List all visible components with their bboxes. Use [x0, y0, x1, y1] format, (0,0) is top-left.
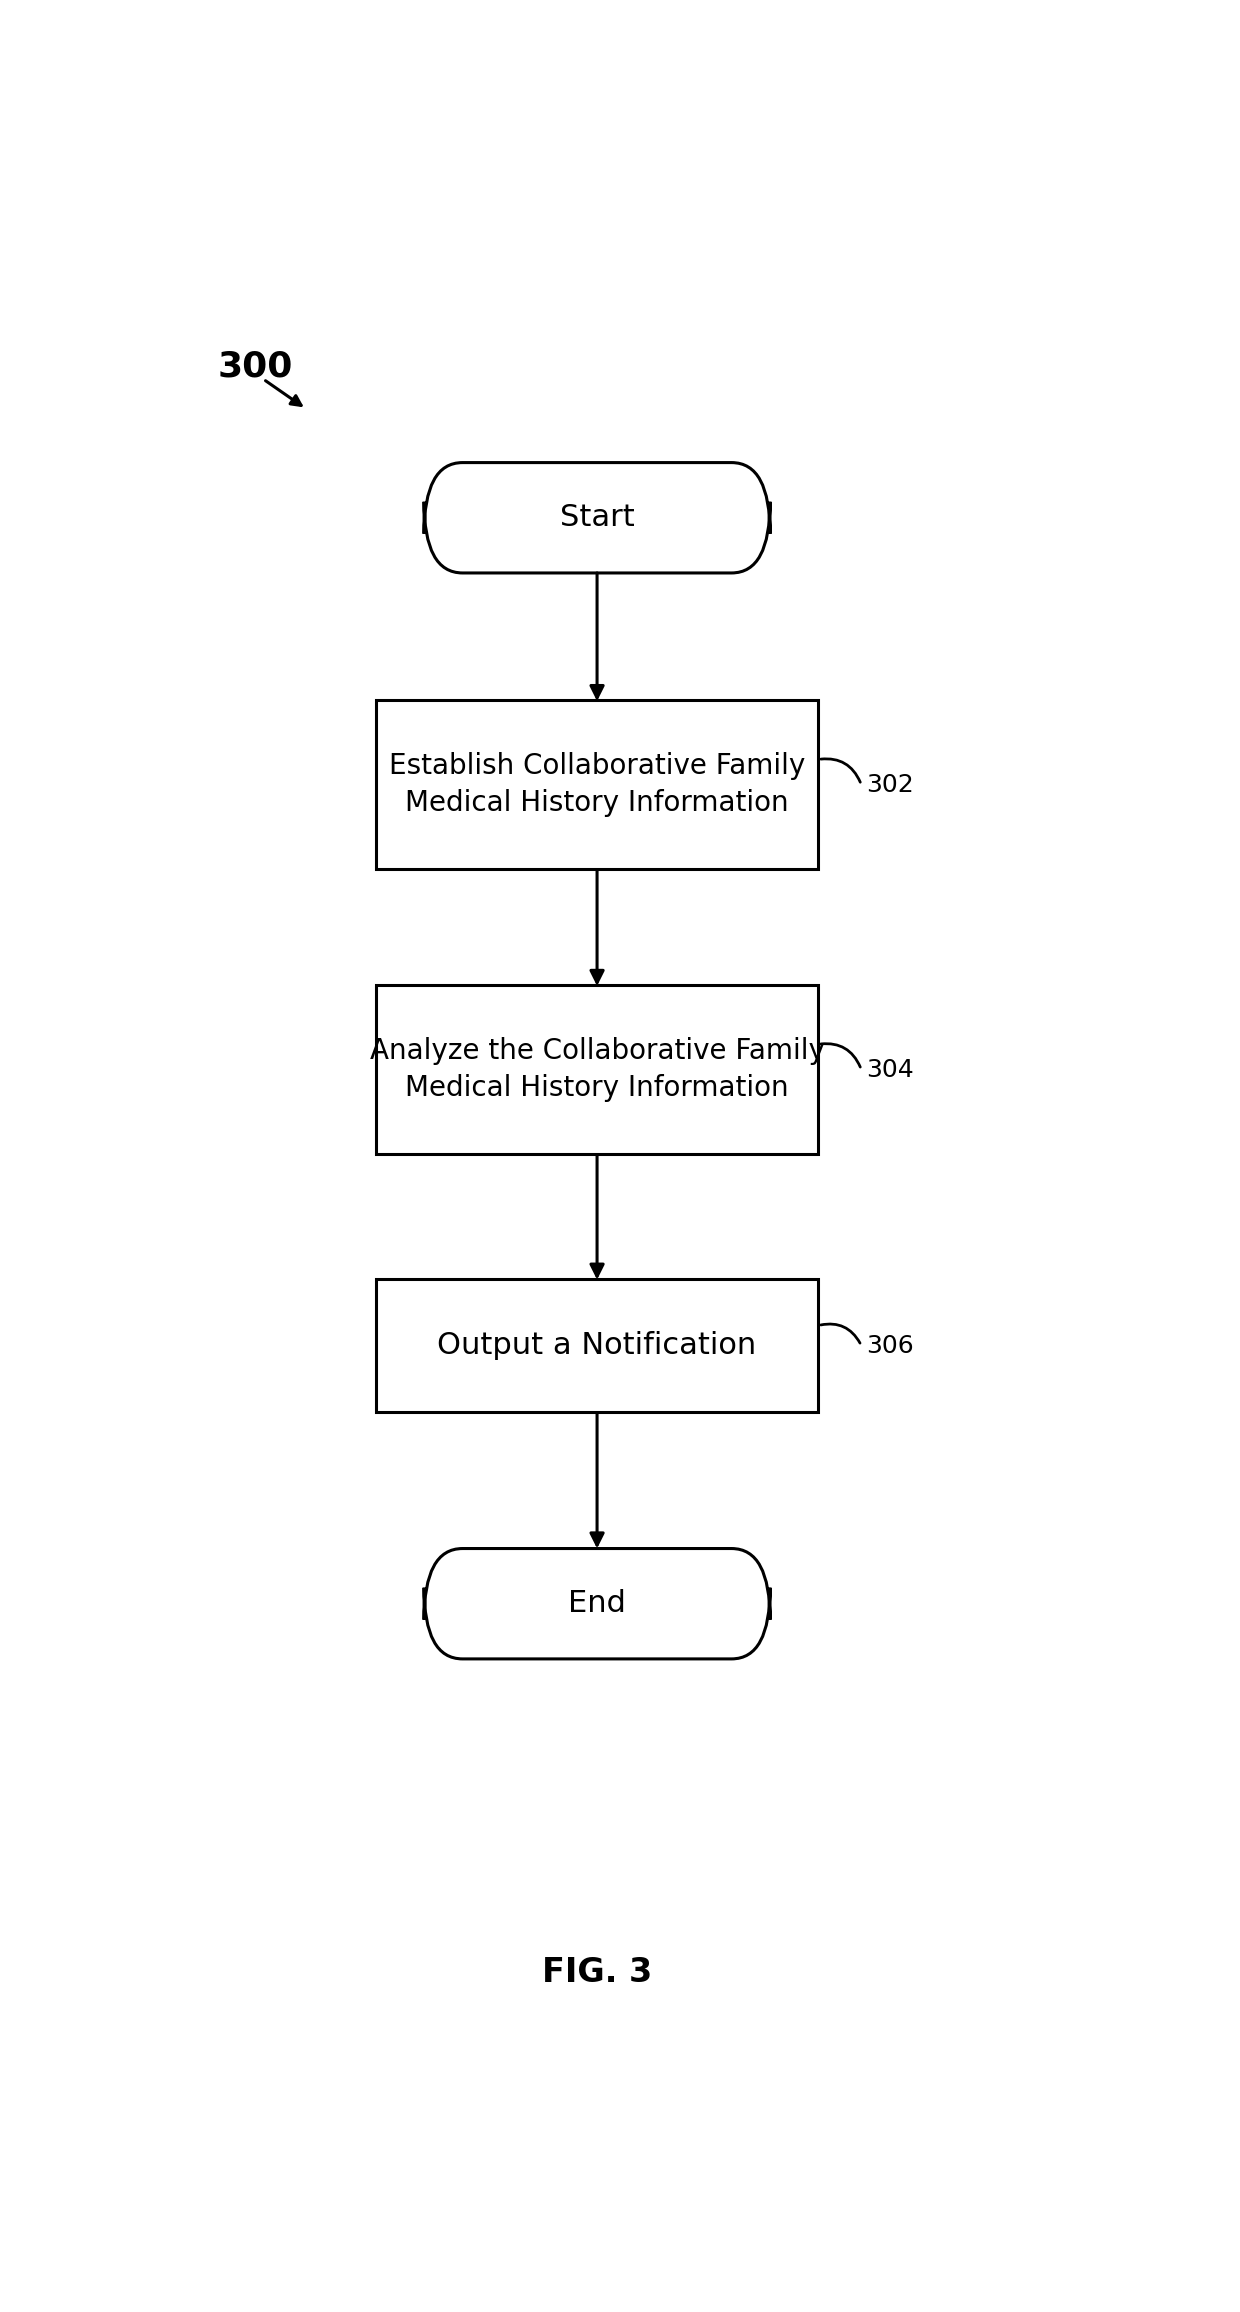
Text: Establish Collaborative Family
Medical History Information: Establish Collaborative Family Medical H… — [389, 751, 805, 816]
Text: Output a Notification: Output a Notification — [438, 1332, 756, 1359]
Text: 304: 304 — [867, 1057, 914, 1082]
Text: 306: 306 — [867, 1334, 914, 1357]
FancyBboxPatch shape — [376, 985, 818, 1154]
Text: End: End — [568, 1588, 626, 1618]
FancyBboxPatch shape — [376, 701, 818, 869]
Text: Analyze the Collaborative Family
Medical History Information: Analyze the Collaborative Family Medical… — [370, 1038, 825, 1103]
Text: 302: 302 — [867, 772, 914, 798]
Text: FIG. 3: FIG. 3 — [542, 1956, 652, 1988]
Text: 300: 300 — [217, 349, 293, 384]
FancyBboxPatch shape — [376, 1279, 818, 1413]
FancyBboxPatch shape — [424, 1549, 770, 1660]
Text: Start: Start — [559, 504, 635, 532]
FancyBboxPatch shape — [424, 462, 770, 573]
